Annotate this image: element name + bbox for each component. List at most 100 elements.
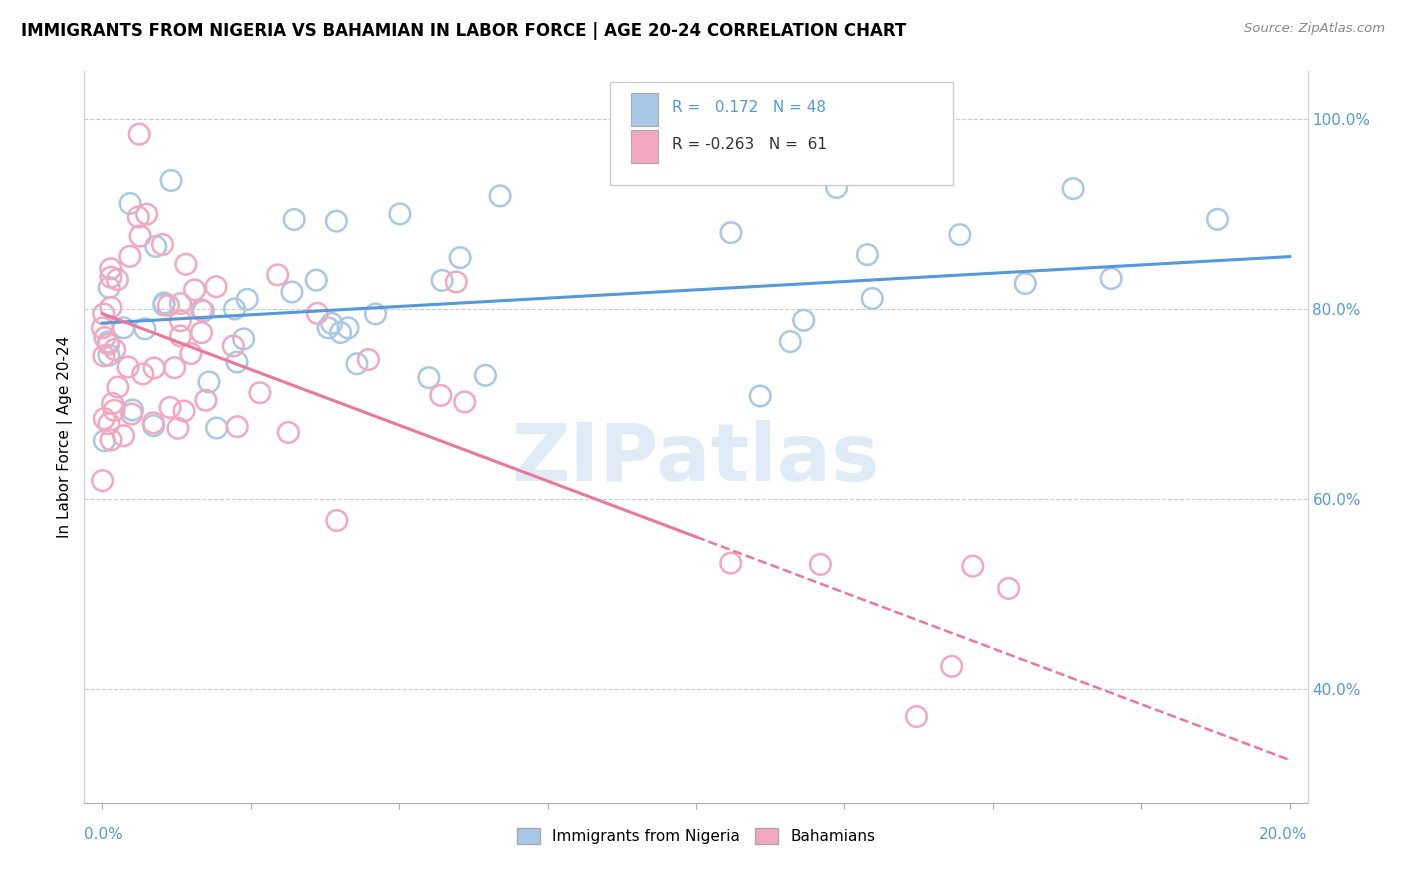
Point [321,317,343,331]
Point [205,421,228,435]
Point [277,425,299,440]
Point [449,251,471,265]
Text: 20.0%: 20.0% [1260,827,1308,841]
Point [163,360,186,375]
Point [91,474,114,488]
Point [326,514,349,528]
Point [107,380,129,394]
Point [249,385,271,400]
Point [100,301,122,315]
FancyBboxPatch shape [631,130,658,163]
Point [962,559,984,574]
Y-axis label: In Labor Force | Age 20-24: In Labor Force | Age 20-24 [58,336,73,538]
Point [489,189,512,203]
Point [307,306,329,320]
Point [825,180,848,194]
Point [103,403,125,417]
Point [720,556,742,570]
Point [117,359,139,374]
Point [112,320,135,334]
Point [283,212,305,227]
Point [169,329,191,343]
Point [157,298,180,312]
Point [93,434,115,448]
Point [749,389,772,403]
Point [720,226,742,240]
Point [454,395,477,409]
Text: Source: ZipAtlas.com: Source: ZipAtlas.com [1244,22,1385,36]
Point [167,421,190,435]
Point [224,301,246,316]
Point [94,330,117,344]
Point [1014,277,1036,291]
Point [430,388,453,402]
Point [810,558,832,572]
Point [1062,181,1084,195]
Point [190,326,212,340]
Point [418,370,440,384]
Point [357,352,380,367]
Point [118,249,141,263]
Point [145,239,167,253]
Point [132,367,155,381]
Point [121,403,143,417]
FancyBboxPatch shape [631,94,658,127]
Point [173,404,195,418]
Point [153,296,176,310]
Point [135,207,157,221]
Point [98,280,121,294]
Point [180,346,202,360]
Point [121,407,143,421]
Point [997,582,1019,596]
Point [325,214,347,228]
Point [232,332,254,346]
Point [152,237,174,252]
Point [1099,271,1122,285]
Point [941,659,963,673]
Point [174,257,197,271]
Point [474,368,496,383]
Point [388,207,411,221]
Point [281,285,304,299]
Point [905,709,928,723]
Point [93,307,115,321]
Point [143,361,166,376]
Point [107,272,129,286]
Point [266,268,288,282]
Point [793,313,815,327]
Point [183,283,205,297]
FancyBboxPatch shape [610,82,953,185]
Point [198,375,221,389]
Text: 0.0%: 0.0% [84,827,124,841]
Point [129,229,152,244]
Point [101,396,124,410]
Point [236,293,259,307]
Point [430,273,453,287]
Point [93,411,115,425]
Point [205,279,228,293]
Point [222,339,245,353]
Point [128,127,150,141]
Point [346,357,368,371]
Point [160,173,183,187]
Point [97,417,120,431]
Point [329,326,352,340]
Point [860,292,883,306]
Text: IMMIGRANTS FROM NIGERIA VS BAHAMIAN IN LABOR FORCE | AGE 20-24 CORRELATION CHART: IMMIGRANTS FROM NIGERIA VS BAHAMIAN IN L… [21,22,907,40]
Point [100,433,122,447]
Point [112,428,135,442]
Point [104,343,127,357]
Point [337,321,360,335]
Point [305,273,328,287]
Text: R =   0.172   N = 48: R = 0.172 N = 48 [672,101,825,115]
Point [97,334,120,349]
Text: R = -0.263   N =  61: R = -0.263 N = 61 [672,137,827,152]
Point [856,247,879,261]
Legend: Immigrants from Nigeria, Bahamians: Immigrants from Nigeria, Bahamians [510,822,882,850]
Point [134,322,156,336]
Point [142,416,165,430]
Point [364,307,387,321]
Point [190,302,212,317]
Point [949,227,972,242]
Point [142,418,165,433]
